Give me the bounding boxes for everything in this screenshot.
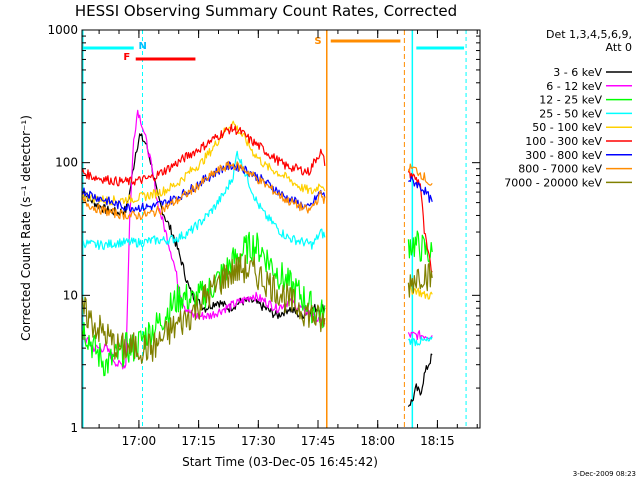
series-line-50-100-kev xyxy=(81,120,433,300)
marker-label-f: F xyxy=(123,52,130,63)
series-line-300-800-kev xyxy=(81,161,433,213)
y-tick-label: 1000 xyxy=(47,23,78,37)
legend-entry-label: 25 - 50 keV xyxy=(539,107,602,120)
legend-entry-label: 6 - 12 keV xyxy=(546,80,602,93)
x-tick-label: 18:15 xyxy=(420,434,455,448)
x-tick-label: 17:45 xyxy=(301,434,336,448)
legend-header-attenuator: Att 0 xyxy=(606,41,632,54)
series-line-800-7000-kev xyxy=(81,160,433,221)
x-tick-label: 17:15 xyxy=(181,434,216,448)
series-line-25-50-kev xyxy=(81,150,433,347)
x-tick-label: 18:00 xyxy=(360,434,395,448)
series-line-7000-20000-kev xyxy=(81,253,433,364)
x-tick-label: 17:00 xyxy=(122,434,157,448)
date-stamp: 3-Dec-2009 08:23 xyxy=(573,470,636,478)
legend-entry-label: 800 - 7000 keV xyxy=(518,163,602,176)
marker-label-s: S xyxy=(314,36,321,47)
x-tick-label: 17:30 xyxy=(241,434,276,448)
legend-entry-label: 7000 - 20000 keV xyxy=(504,176,602,189)
legend-entry-label: 3 - 6 keV xyxy=(553,66,602,79)
y-axis-label: Corrected Count Rate (s⁻¹ detector⁻¹) xyxy=(19,115,33,341)
marker-label-n: N xyxy=(139,41,147,52)
y-tick-label: 100 xyxy=(55,156,78,170)
y-tick-label: 10 xyxy=(63,288,78,302)
series-line-100-300-kev xyxy=(81,123,433,273)
plot-frame xyxy=(81,29,481,429)
legend-entry-label: 12 - 25 keV xyxy=(539,94,602,107)
x-axis-label: Start Time (03-Dec-05 16:45:42) xyxy=(182,455,378,469)
y-tick-label: 1 xyxy=(70,421,78,435)
legend-entry-label: 50 - 100 keV xyxy=(532,121,602,134)
plot-area: NF S xyxy=(81,30,467,428)
axes: 1 10 100 1000 17:00 17:15 17:30 17:45 18:00 18:15 xyxy=(47,23,481,448)
legend-entry-label: 100 - 300 keV xyxy=(525,135,602,148)
series-line-12-25-kev xyxy=(81,230,433,377)
chart-title: HESSI Observing Summary Count Rates, Cor… xyxy=(75,2,457,20)
legend-header-detectors: Det 1,3,4,5,6,9, xyxy=(546,28,632,41)
legend-entry-label: 300 - 800 keV xyxy=(525,149,602,162)
